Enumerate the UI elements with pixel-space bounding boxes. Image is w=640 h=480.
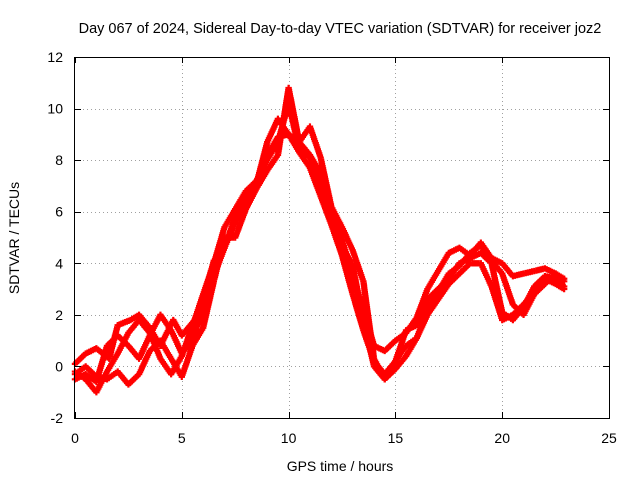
x-tick-label: 5 <box>178 430 186 446</box>
y-tick-label: 10 <box>47 101 63 117</box>
series-4 <box>71 84 568 388</box>
x-tick-labels: 0 5 10 15 20 25 <box>71 430 617 446</box>
y-tick-label: 6 <box>55 204 63 220</box>
y-tick-labels: -2 0 2 4 6 8 10 12 <box>47 49 63 426</box>
x-tick-label: 20 <box>494 430 510 446</box>
y-tick-label: 2 <box>55 307 63 323</box>
y-tick-label: 0 <box>55 358 63 374</box>
x-tick-label: 25 <box>601 430 617 446</box>
x-tick-label: 15 <box>388 430 404 446</box>
y-tick-label: 4 <box>55 255 63 271</box>
trace-markers <box>73 86 566 387</box>
y-axis-title: SDTVAR / TECUs <box>6 182 22 294</box>
y-tick-label: -2 <box>51 410 64 426</box>
x-axis-title: GPS time / hours <box>287 458 394 474</box>
y-tick-label: 12 <box>47 49 63 65</box>
chart-title: Day 067 of 2024, Sidereal Day-to-day VTE… <box>79 21 602 37</box>
axis-ticks <box>75 57 610 419</box>
x-tick-label: 10 <box>281 430 297 446</box>
plot-frame <box>74 57 610 419</box>
y-tick-label: 8 <box>55 152 63 168</box>
x-tick-label: 0 <box>71 430 79 446</box>
data-plot-area <box>71 84 568 396</box>
